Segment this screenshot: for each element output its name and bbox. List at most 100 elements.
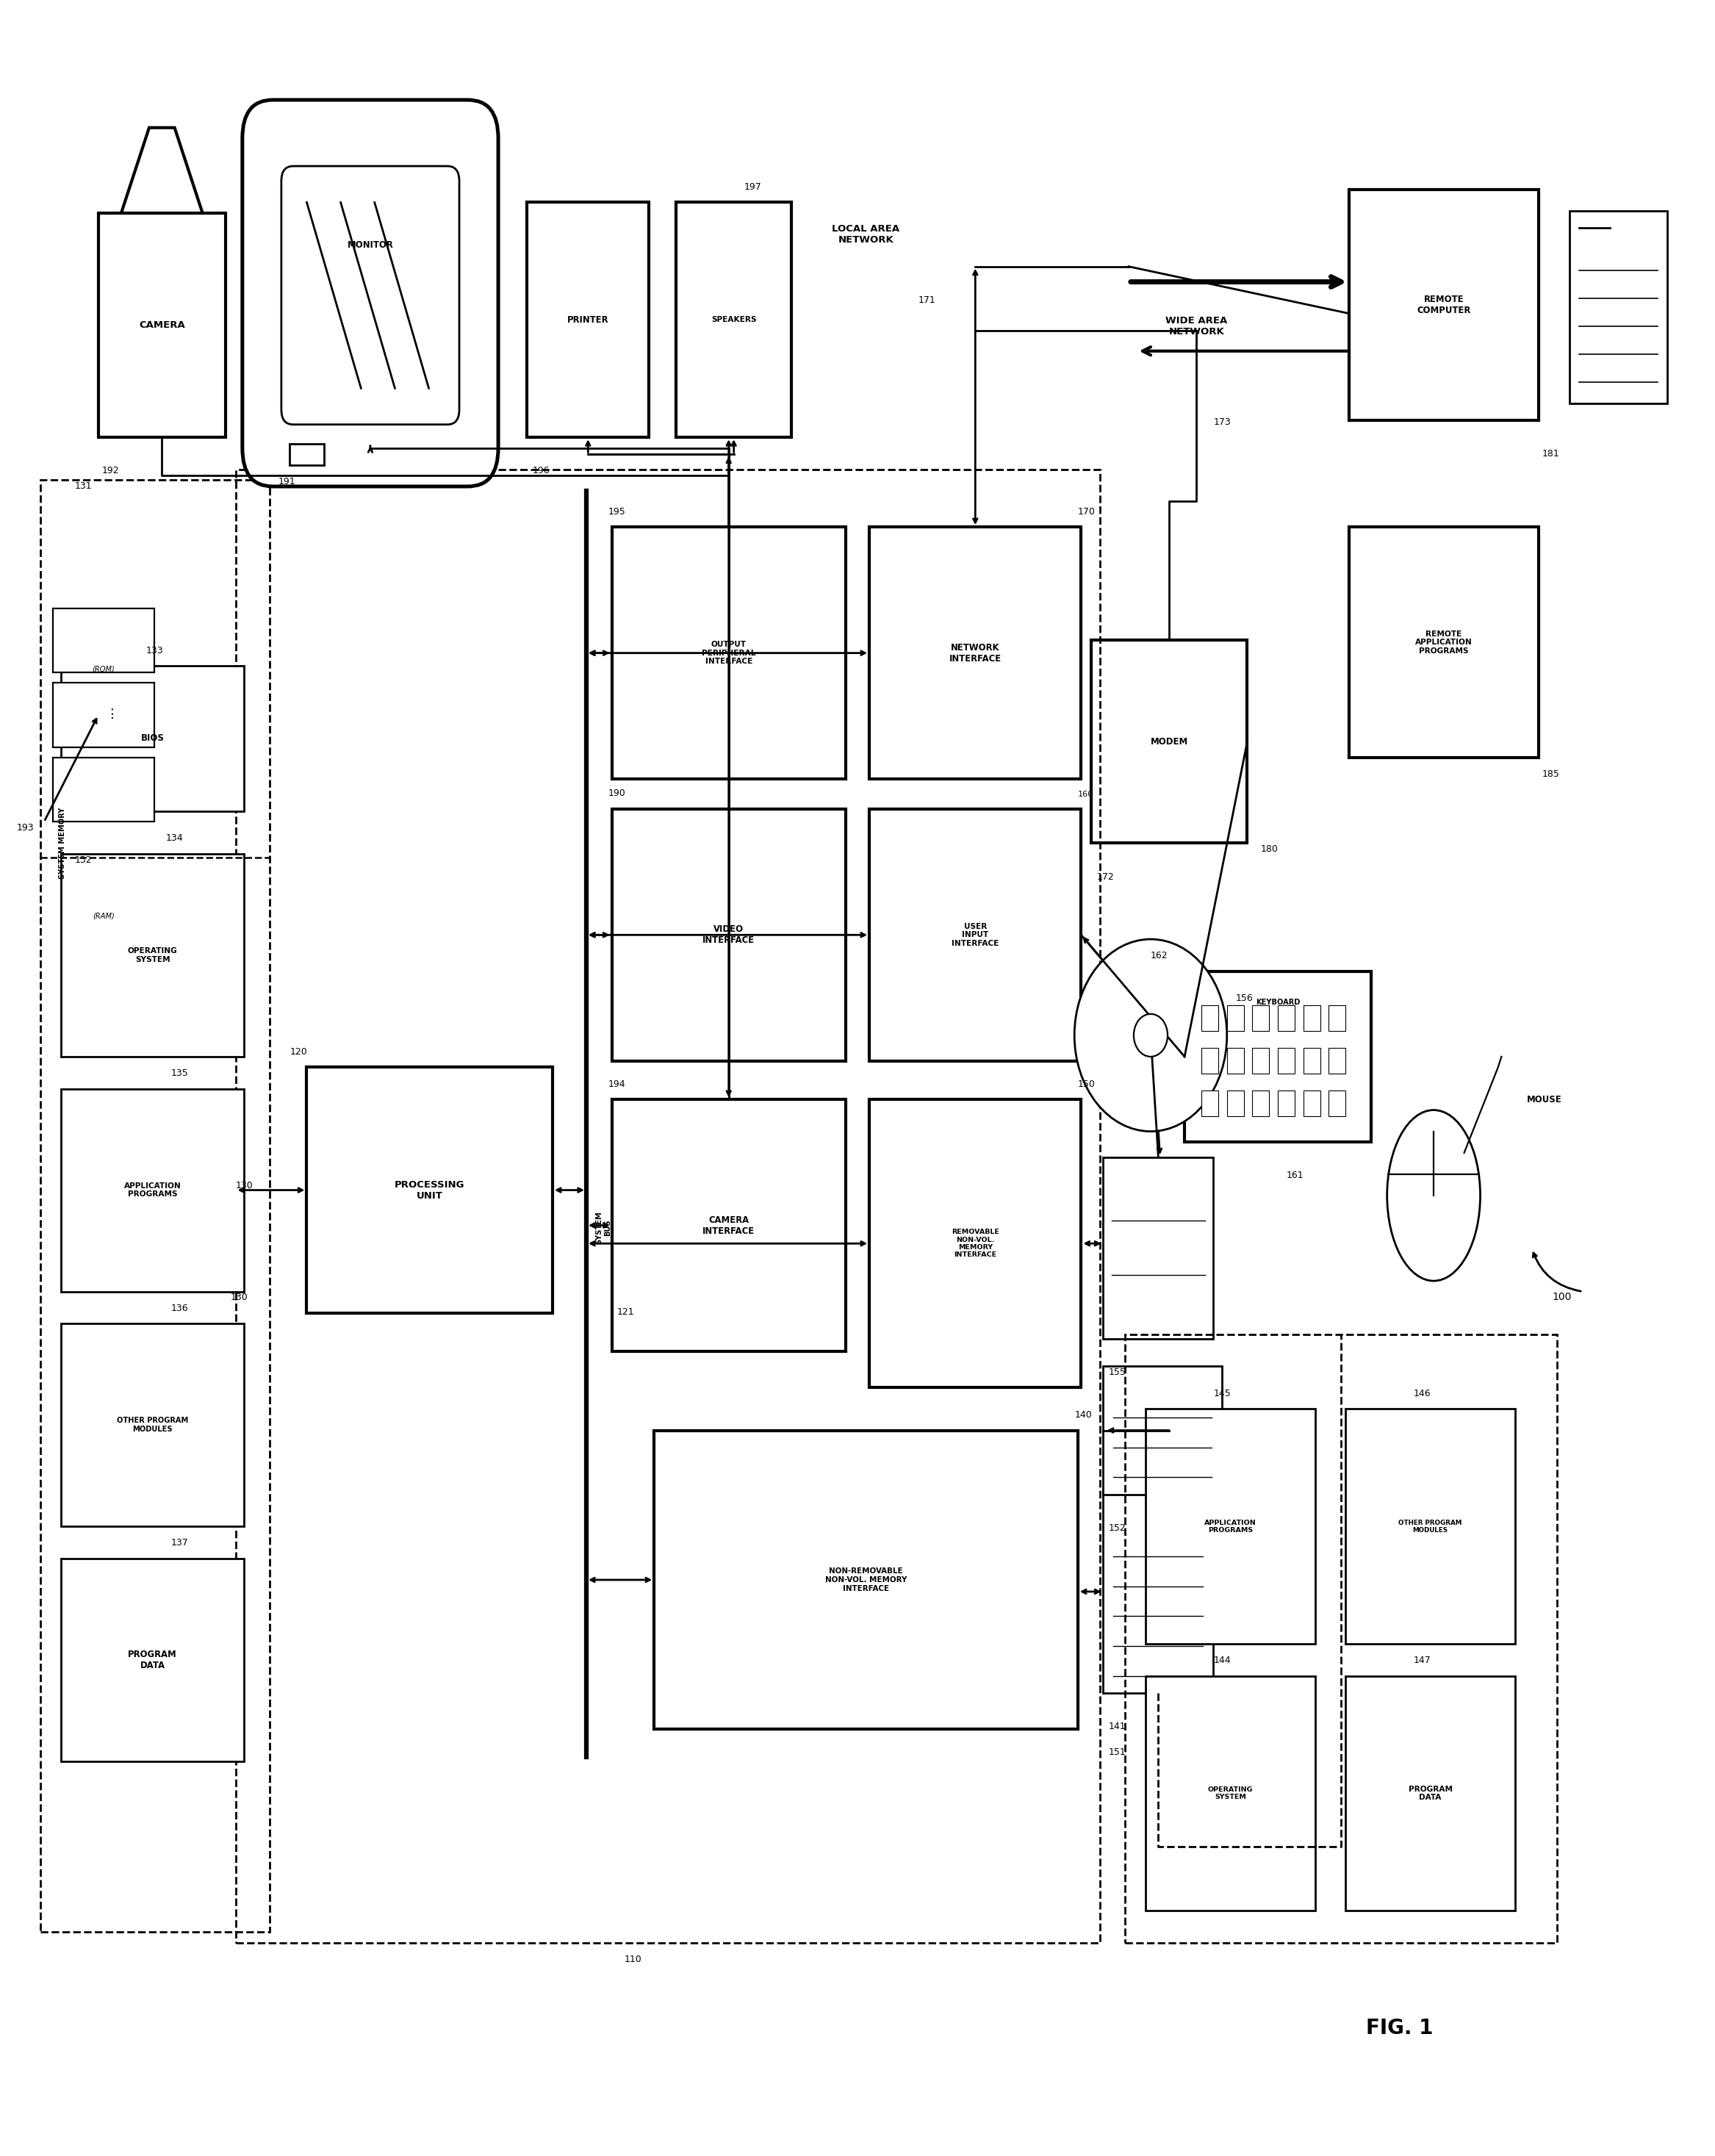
Bar: [41, 481, 269, 1932]
Text: 161: 161: [1286, 1171, 1303, 1181]
Text: KEYBOARD: KEYBOARD: [1255, 998, 1300, 1005]
Text: 162: 162: [1151, 951, 1168, 962]
Bar: [612, 808, 845, 1061]
Text: SYSTEM
BUS: SYSTEM BUS: [595, 1212, 611, 1244]
Text: 110: 110: [624, 1955, 641, 1964]
Bar: [1103, 1367, 1221, 1494]
Text: 173: 173: [1214, 416, 1231, 427]
Text: 190: 190: [609, 789, 626, 798]
Text: CAMERA: CAMERA: [139, 321, 185, 330]
Bar: [1202, 1048, 1218, 1074]
Text: REMOTE
COMPUTER: REMOTE COMPUTER: [1417, 295, 1471, 315]
Text: OPERATING
SYSTEM: OPERATING SYSTEM: [1207, 1787, 1254, 1800]
Bar: [62, 1559, 244, 1761]
Text: PROCESSING
UNIT: PROCESSING UNIT: [394, 1179, 465, 1201]
Bar: [62, 854, 244, 1056]
Bar: [62, 1089, 244, 1291]
Bar: [1329, 1091, 1346, 1117]
Text: 136: 136: [172, 1304, 189, 1313]
Bar: [653, 1429, 1077, 1729]
Bar: [1091, 640, 1247, 843]
Circle shape: [1134, 1013, 1168, 1056]
Bar: [527, 203, 648, 438]
Text: 131: 131: [74, 481, 93, 492]
Text: OUTPUT
PERIPHERAL
INTERFACE: OUTPUT PERIPHERAL INTERFACE: [701, 640, 756, 666]
Text: 121: 121: [617, 1309, 635, 1317]
Bar: [53, 683, 154, 746]
Bar: [1146, 1675, 1315, 1910]
Text: 150: 150: [1077, 1080, 1096, 1089]
Text: WIDE AREA
NETWORK: WIDE AREA NETWORK: [1166, 317, 1228, 336]
Ellipse shape: [1387, 1110, 1480, 1281]
Bar: [1278, 1048, 1295, 1074]
Bar: [1278, 1091, 1295, 1117]
FancyBboxPatch shape: [242, 99, 499, 487]
Text: 180: 180: [1261, 845, 1278, 854]
Text: 194: 194: [609, 1080, 626, 1089]
Bar: [870, 808, 1080, 1061]
Bar: [53, 757, 154, 821]
Bar: [1252, 1005, 1269, 1031]
Text: VIDEO
INTERFACE: VIDEO INTERFACE: [703, 925, 755, 944]
Bar: [1278, 1005, 1295, 1031]
Bar: [290, 444, 324, 466]
Text: 193: 193: [17, 824, 34, 832]
Text: MODEM: MODEM: [1151, 737, 1188, 746]
Text: NON-REMOVABLE
NON-VOL. MEMORY
INTERFACE: NON-REMOVABLE NON-VOL. MEMORY INTERFACE: [825, 1567, 907, 1591]
FancyBboxPatch shape: [281, 166, 460, 425]
Text: (RAM): (RAM): [93, 912, 115, 918]
Text: SPEAKERS: SPEAKERS: [712, 317, 756, 323]
Polygon shape: [122, 127, 202, 213]
Text: 156: 156: [1235, 994, 1254, 1003]
Text: OTHER PROGRAM
MODULES: OTHER PROGRAM MODULES: [117, 1416, 189, 1434]
Bar: [1103, 1158, 1214, 1339]
Bar: [612, 526, 845, 778]
Bar: [62, 666, 244, 811]
Bar: [1185, 970, 1370, 1143]
Text: PROGRAM
DATA: PROGRAM DATA: [1408, 1785, 1453, 1802]
Text: NETWORK
INTERFACE: NETWORK INTERFACE: [948, 642, 1002, 664]
Text: CAMERA
INTERFACE: CAMERA INTERFACE: [703, 1216, 755, 1235]
Text: 155: 155: [1108, 1367, 1125, 1378]
Text: REMOTE
APPLICATION
PROGRAMS: REMOTE APPLICATION PROGRAMS: [1415, 630, 1473, 655]
Text: 191: 191: [278, 476, 295, 487]
Bar: [1346, 1675, 1514, 1910]
Text: 151: 151: [1108, 1749, 1125, 1757]
Bar: [307, 1067, 552, 1313]
Bar: [1252, 1091, 1269, 1117]
Text: FIG. 1: FIG. 1: [1367, 2018, 1434, 2040]
Bar: [1146, 1410, 1315, 1643]
Bar: [870, 526, 1080, 778]
Text: 141: 141: [1108, 1723, 1125, 1731]
Bar: [676, 203, 791, 438]
Bar: [612, 1100, 845, 1352]
Text: 135: 135: [172, 1069, 189, 1078]
Text: 134: 134: [166, 834, 184, 843]
Bar: [870, 1100, 1080, 1388]
Text: 152: 152: [1108, 1524, 1125, 1533]
Text: MOUSE: MOUSE: [1526, 1095, 1562, 1104]
Text: MONITOR: MONITOR: [346, 239, 393, 250]
Text: (ROM): (ROM): [93, 666, 115, 673]
Bar: [1202, 1005, 1218, 1031]
Text: PRINTER: PRINTER: [568, 315, 609, 326]
Bar: [1303, 1091, 1321, 1117]
Text: 160: 160: [1077, 791, 1094, 798]
Text: 146: 146: [1413, 1388, 1430, 1399]
Bar: [1303, 1048, 1321, 1074]
Text: REMOVABLE
NON-VOL.
MEMORY
INTERFACE: REMOVABLE NON-VOL. MEMORY INTERFACE: [952, 1229, 1000, 1259]
Text: 196: 196: [532, 466, 549, 476]
Text: APPLICATION
PROGRAMS: APPLICATION PROGRAMS: [123, 1181, 182, 1199]
Bar: [1329, 1048, 1346, 1074]
Text: USER
INPUT
INTERFACE: USER INPUT INTERFACE: [952, 923, 998, 946]
Text: 172: 172: [1096, 871, 1113, 882]
Text: 170: 170: [1077, 507, 1096, 515]
Text: 171: 171: [919, 295, 936, 304]
Text: BIOS: BIOS: [141, 733, 165, 744]
Text: 133: 133: [146, 645, 163, 655]
Text: 185: 185: [1542, 770, 1559, 778]
Bar: [235, 470, 1099, 1943]
Bar: [1252, 1048, 1269, 1074]
Bar: [1103, 1490, 1214, 1692]
Text: LOCAL AREA
NETWORK: LOCAL AREA NETWORK: [832, 224, 900, 246]
